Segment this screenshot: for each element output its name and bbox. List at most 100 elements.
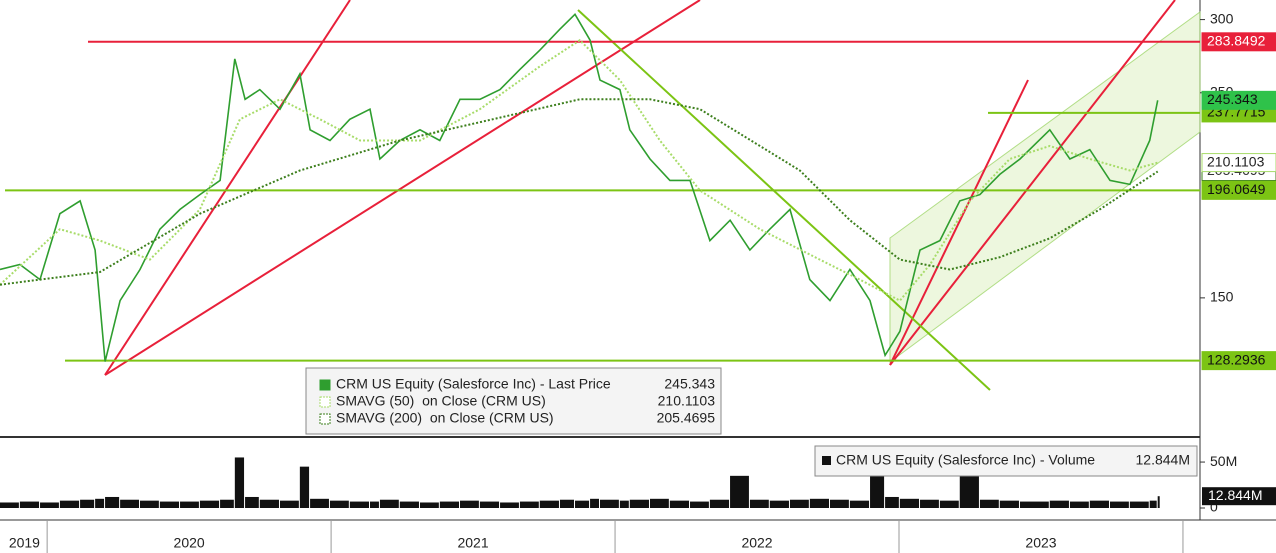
volume-bar bbox=[539, 500, 559, 508]
volume-bar bbox=[999, 500, 1019, 508]
volume-bar bbox=[439, 501, 460, 508]
volume-bar bbox=[575, 500, 590, 508]
legend-box bbox=[814, 445, 1198, 477]
legend-swatch bbox=[319, 413, 331, 425]
volume-bar bbox=[649, 498, 669, 508]
volume-bar bbox=[279, 500, 299, 508]
volume-bar bbox=[979, 499, 999, 508]
volume-bar bbox=[19, 501, 40, 508]
volume-bar bbox=[629, 499, 649, 508]
volume-bar bbox=[789, 499, 809, 508]
volume-bar bbox=[849, 500, 870, 508]
volume-bar bbox=[870, 475, 885, 508]
volume-bar bbox=[559, 499, 575, 508]
volume-bar bbox=[1149, 500, 1157, 508]
volume-bar bbox=[590, 498, 599, 508]
volume-last-box bbox=[1202, 487, 1276, 506]
volume-bar bbox=[460, 500, 479, 508]
legend-label: CRM US Equity (Salesforce Inc) - Volume bbox=[836, 452, 1095, 468]
volume-bar bbox=[120, 499, 139, 508]
legend-value: 210.1103 bbox=[658, 393, 716, 409]
volume-bar bbox=[519, 501, 539, 508]
volume-bar bbox=[369, 501, 379, 508]
trend-line bbox=[889, 0, 1176, 366]
volume-bar bbox=[399, 501, 419, 508]
volume-bar bbox=[690, 501, 709, 508]
legend: CRM US Equity (Salesforce Inc) - Last Pr… bbox=[305, 367, 722, 435]
value-box-label: 128.2936 bbox=[1207, 351, 1266, 367]
value-box-label: 283.8492 bbox=[1207, 33, 1266, 49]
trend-line bbox=[104, 0, 351, 376]
volume-bar bbox=[809, 498, 830, 508]
volume-bar bbox=[59, 500, 80, 508]
value-box bbox=[1201, 153, 1276, 173]
value-box bbox=[1201, 351, 1276, 371]
trend-line bbox=[889, 79, 1029, 366]
volume-bar bbox=[920, 499, 939, 508]
volume-bar bbox=[349, 501, 369, 508]
volume-bar bbox=[1089, 500, 1109, 508]
volume-bar bbox=[885, 496, 899, 508]
volume-bar bbox=[379, 499, 399, 508]
volume-bar bbox=[159, 501, 180, 508]
volume-bar bbox=[500, 502, 519, 508]
volume-bar bbox=[105, 496, 120, 508]
volume-y-tick-label: 0 bbox=[1210, 499, 1218, 515]
volume-bar bbox=[749, 499, 769, 508]
volume-bar bbox=[959, 475, 979, 508]
volume-bar bbox=[80, 499, 95, 508]
y-tick-label: 150 bbox=[1210, 289, 1234, 305]
volume-bar bbox=[899, 498, 920, 508]
legend-label: SMAVG (200) on Close (CRM US) bbox=[336, 410, 554, 426]
volume-bar bbox=[830, 499, 849, 508]
volume-bar bbox=[479, 501, 500, 508]
legend-value: 205.4695 bbox=[657, 410, 716, 426]
volume-bar bbox=[199, 500, 220, 508]
volume-bar bbox=[1157, 496, 1160, 508]
legend-label: CRM US Equity (Salesforce Inc) - Last Pr… bbox=[336, 376, 611, 392]
volume-bar bbox=[0, 502, 19, 508]
volume-bar bbox=[1049, 500, 1069, 508]
value-box-label: 210.1103 bbox=[1207, 153, 1265, 169]
value-box bbox=[1201, 180, 1276, 200]
legend-value: 245.343 bbox=[664, 376, 715, 392]
x-tick-label: 2022 bbox=[741, 535, 772, 551]
volume-bar bbox=[259, 499, 279, 508]
volume-bar bbox=[245, 496, 259, 508]
volume-bar bbox=[600, 499, 619, 508]
volume-bar bbox=[40, 502, 59, 508]
volume-bar bbox=[1019, 501, 1049, 508]
trend-line bbox=[104, 0, 701, 376]
volume-bar bbox=[310, 498, 329, 508]
legend-swatch bbox=[319, 379, 331, 391]
x-tick-label: 2019 bbox=[9, 535, 40, 551]
volume-bar bbox=[730, 475, 749, 508]
volume-legend: CRM US Equity (Salesforce Inc) - Volume 1… bbox=[814, 445, 1198, 477]
volume-bar bbox=[139, 500, 159, 508]
volume-bar bbox=[1069, 501, 1089, 508]
volume-bar bbox=[1109, 501, 1129, 508]
legend-swatch bbox=[822, 456, 831, 465]
volume-bar bbox=[234, 457, 245, 508]
volume-bar bbox=[1129, 501, 1149, 508]
volume-bar bbox=[329, 500, 349, 508]
value-box bbox=[1201, 90, 1276, 110]
volume-y-tick-label: 50M bbox=[1210, 453, 1237, 469]
volume-bar bbox=[180, 501, 199, 508]
legend-swatch bbox=[319, 396, 331, 408]
legend-value: 12.844M bbox=[1136, 452, 1190, 468]
x-tick-label: 2020 bbox=[174, 535, 205, 551]
trend-channel bbox=[889, 11, 1201, 363]
volume-bar bbox=[95, 498, 105, 508]
price-line bbox=[0, 13, 1159, 362]
volume-bar bbox=[669, 500, 690, 508]
x-tick-label: 2021 bbox=[457, 535, 488, 551]
volume-bar bbox=[419, 502, 439, 508]
y-tick-label: 300 bbox=[1210, 10, 1234, 26]
volume-bar bbox=[709, 499, 730, 508]
volume-bar bbox=[939, 500, 959, 508]
volume-bar bbox=[220, 499, 234, 508]
value-box-label: 245.343 bbox=[1207, 91, 1258, 107]
legend-label: SMAVG (50) on Close (CRM US) bbox=[336, 393, 546, 409]
